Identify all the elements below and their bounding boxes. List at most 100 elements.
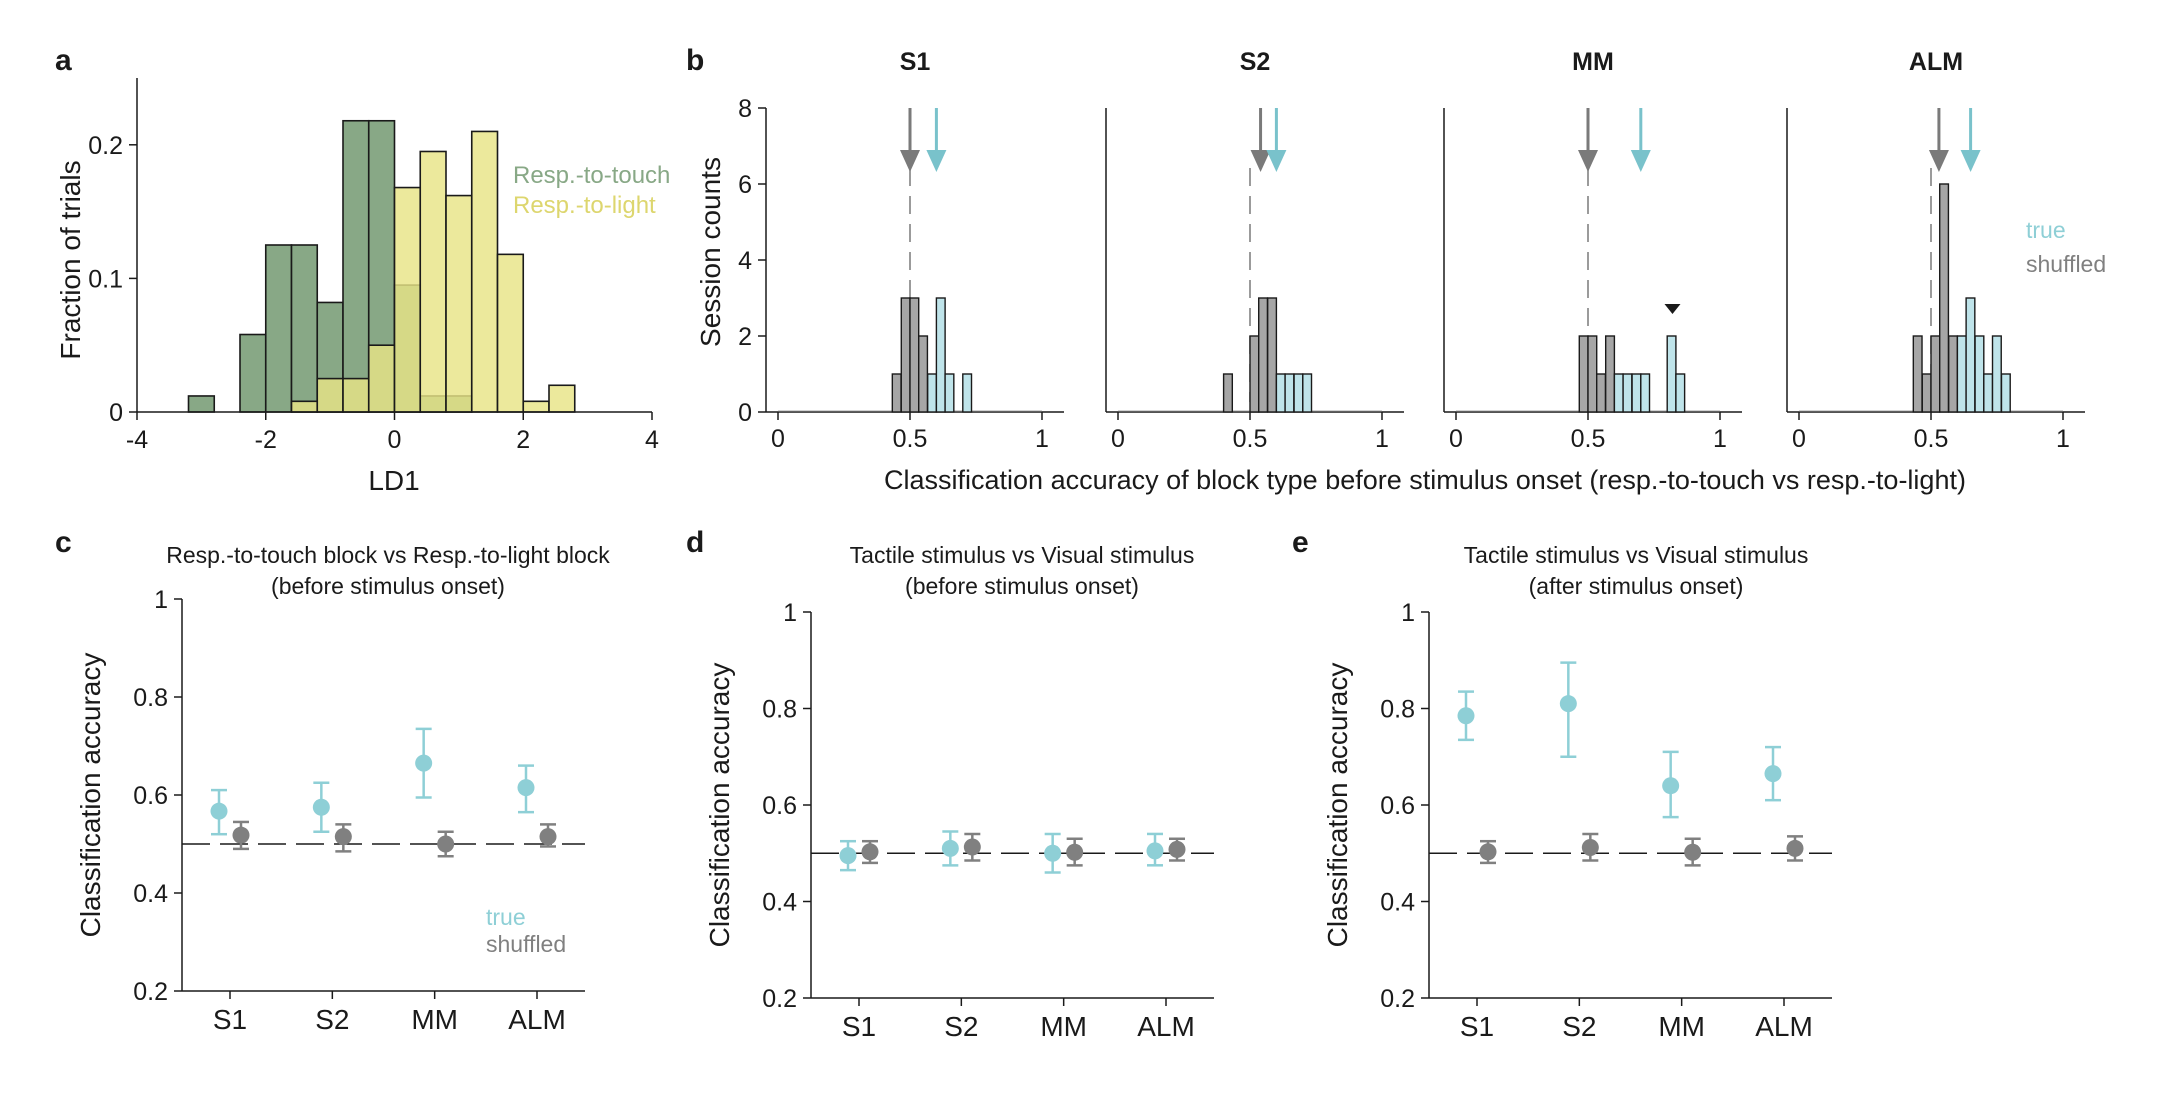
panel-b-bar-shuffled	[1258, 297, 1269, 413]
panel-e-shuffled-point	[1581, 838, 1599, 856]
panel-c-shuffled-point	[232, 826, 250, 844]
panel-c-xtick-label: S2	[315, 1004, 349, 1035]
panel-b-xtick-label: 0	[1111, 425, 1125, 453]
panel-e-shuffled-point	[1479, 843, 1497, 861]
panel-b-arrow-shuffled-head	[900, 150, 920, 172]
panel-c-ytick-label: 0.8	[133, 684, 168, 712]
panel-a-bar-light	[548, 384, 576, 413]
panel-a-ytick-label: 0	[109, 399, 123, 427]
panel-letter-e: e	[1292, 526, 1309, 559]
panel-a-xtick-label: 2	[516, 426, 530, 454]
panel-c-title-line: Resp.-to-touch block vs Resp.-to-light b…	[166, 542, 610, 568]
panel-a-bar-light	[522, 400, 550, 413]
panel-b-bar-true	[1991, 335, 2002, 413]
panel-b-ytick-label: 4	[738, 247, 752, 275]
panel-e-xtick-label: ALM	[1755, 1011, 1813, 1042]
panel-b-ytick-label: 6	[738, 171, 752, 199]
panel-a-bar-light	[342, 377, 370, 413]
panel-b-xtick-label: 0	[1792, 425, 1806, 453]
panel-d-title-line: Tactile stimulus vs Visual stimulus	[850, 542, 1195, 568]
panel-e-shuffled-point	[1684, 843, 1702, 861]
panel-b-bar-shuffled	[1587, 335, 1598, 413]
panel-d-true-point	[1044, 844, 1062, 862]
panel-a-ytick-label: 0.1	[88, 265, 123, 293]
panel-a-xtick-label: -2	[255, 426, 277, 454]
panel-b-subplot-mm: MM 0 0.5 1	[1443, 48, 1742, 453]
panel-d-shuffled-point	[1066, 843, 1084, 861]
panel-e-errorbar: Tactile stimulus vs Visual stimulus (afte…	[1322, 542, 1832, 1042]
panel-b-bar-true	[935, 297, 946, 413]
panel-a-xlabel: LD1	[368, 465, 419, 496]
panel-c-shuffled-point	[437, 835, 455, 853]
panel-b-bar-shuffled	[918, 335, 929, 413]
panel-b-bar-shuffled	[1596, 373, 1607, 413]
panel-b-xtick-label: 0	[771, 425, 785, 453]
panel-d-true-point	[941, 839, 959, 857]
panel-b-bar-true	[1622, 373, 1633, 413]
panel-b-arrow-shuffled-head	[1578, 150, 1598, 172]
panel-b-bar-shuffled	[1912, 335, 1923, 413]
panel-c-legend-shuffled: shuffled	[486, 931, 566, 957]
panel-d-errorbar: Tactile stimulus vs Visual stimulus (befo…	[704, 542, 1214, 1042]
panel-b-bar-true	[2000, 373, 2011, 413]
panel-b-xtick-label: 0.5	[1914, 425, 1949, 453]
panel-e-true-point	[1662, 777, 1680, 795]
panel-c-shuffled-point	[334, 828, 352, 846]
panel-a-xtick-label: 0	[388, 426, 402, 454]
panel-a-bar-touch	[290, 244, 319, 413]
panel-b-bar-true	[1631, 373, 1642, 413]
panel-e-ytick-label: 1	[1401, 599, 1415, 627]
panel-c-shuffled-point	[539, 828, 557, 846]
panel-b-legend-shuffled: shuffled	[2026, 251, 2106, 277]
panel-c-true-point	[210, 802, 228, 820]
panel-d-shuffled-point	[1168, 840, 1186, 858]
panel-d-shuffled-point	[963, 838, 981, 856]
panel-b-bar-shuffled	[1249, 335, 1260, 413]
panel-b-xtick-label: 0.5	[1571, 425, 1606, 453]
panel-b-bar-shuffled	[1578, 335, 1589, 413]
panel-c-ytick-label: 0.4	[133, 880, 168, 908]
panel-b-bar-shuffled	[1222, 373, 1234, 413]
panel-c-title-line: (before stimulus onset)	[271, 573, 505, 599]
panel-b-xtick-label: 1	[1713, 425, 1727, 453]
panel-c-ylabel: Classification accuracy	[75, 653, 106, 938]
panel-d-ytick-label: 0.4	[762, 889, 797, 917]
panel-a-bar-light	[367, 344, 396, 413]
panel-a-xtick-label: -4	[126, 426, 148, 454]
panel-b-xlabel: Classification accuracy of block type be…	[884, 465, 1966, 495]
panel-a-bar-light	[393, 186, 422, 413]
panel-c-ytick-label: 0.6	[133, 782, 168, 810]
panel-b-subplot-s1: S1 0 0.5 1 0 2 4 6 8	[738, 48, 1064, 453]
panel-b-subplot-alm: ALM 0 0.5 1	[1786, 48, 2085, 453]
panel-d-ytick-label: 0.6	[762, 792, 797, 820]
panel-c-ytick-label: 1	[154, 586, 168, 614]
panel-b-bar-true	[1666, 335, 1677, 413]
panel-c-xtick-label: S1	[213, 1004, 247, 1035]
panel-d-title-line: (before stimulus onset)	[905, 573, 1139, 599]
panel-d-xtick-label: S2	[944, 1011, 978, 1042]
panel-b-bar-shuffled	[1947, 335, 1959, 413]
panel-b-xtick-label: 0.5	[893, 425, 928, 453]
panel-e-true-point	[1559, 695, 1577, 713]
panel-c-xtick-label: ALM	[508, 1004, 566, 1035]
panel-d-xtick-label: ALM	[1137, 1011, 1195, 1042]
panel-b-bar-true	[1983, 373, 1994, 413]
panel-e-ytick-label: 0.6	[1380, 792, 1415, 820]
panel-e-xtick-label: S1	[1460, 1011, 1494, 1042]
panel-b-xtick-label: 1	[2056, 425, 2070, 453]
panel-b-bar-shuffled	[891, 373, 902, 413]
panel-a-bar-touch	[342, 119, 370, 413]
panel-e-true-point	[1764, 765, 1782, 783]
panel-e-ylabel: Classification accuracy	[1322, 663, 1353, 948]
panel-a-histogram: -4 -2 0 2 4 0 0.1 0.2 LD1 Fraction of trials Re…	[55, 78, 670, 496]
panel-a-bar-touch	[264, 244, 293, 413]
panel-d-xtick-label: S1	[842, 1011, 876, 1042]
panel-b-bar-true	[1675, 373, 1686, 413]
panel-b-xtick-label: 0	[1449, 425, 1463, 453]
panel-b-subplot-title: S1	[900, 48, 931, 76]
panel-b-bar-true	[1613, 373, 1624, 413]
panel-a-bar-light	[316, 377, 344, 413]
panel-b-bar-true	[1956, 335, 1967, 413]
panel-e-true-point	[1457, 707, 1475, 725]
